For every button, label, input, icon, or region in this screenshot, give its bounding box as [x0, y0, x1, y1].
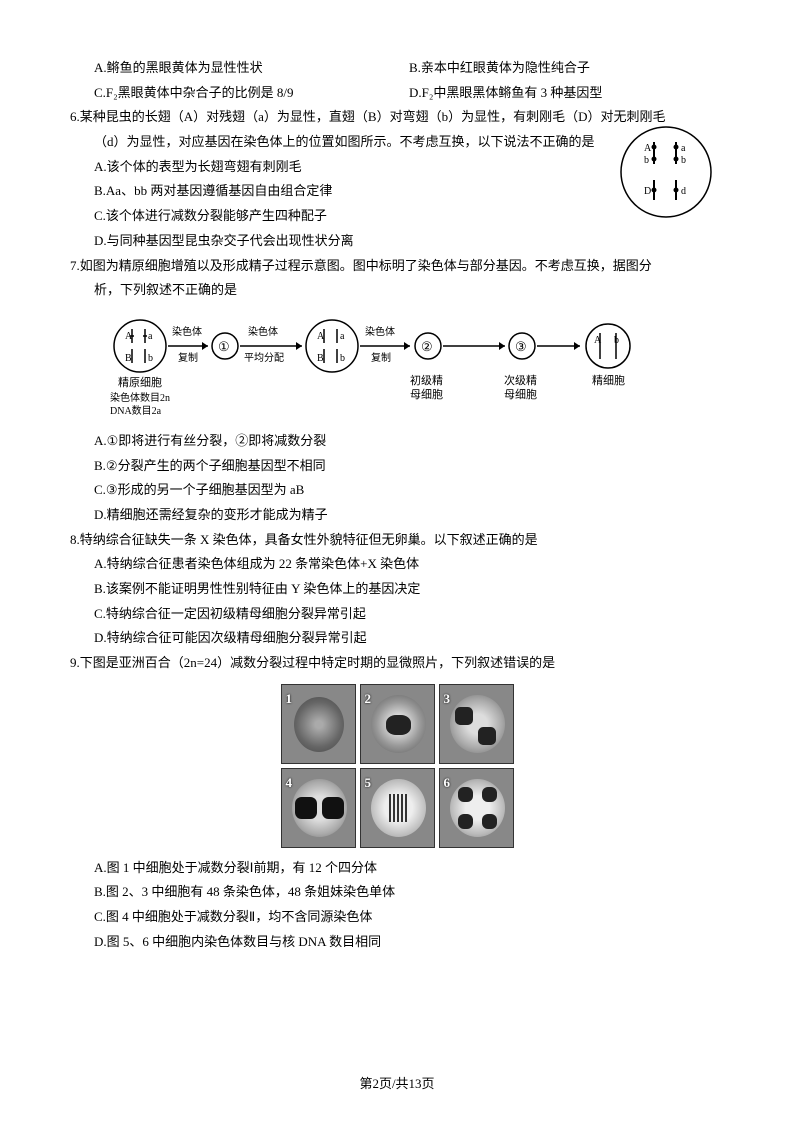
q7-opt-c: C.③形成的另一个子细胞基因型为 aB	[94, 478, 724, 503]
q5-opt-a: A.鳉鱼的黑眼黄体为显性性状	[94, 56, 409, 81]
svg-text:染色体数目2n: 染色体数目2n	[110, 391, 170, 404]
gene-label: D	[644, 186, 651, 197]
q7-flowchart: A a B b 精原细胞 染色体数目2n DNA数目2a 染色体 复制 ① 染色…	[110, 311, 724, 421]
q5-opt-d: D.F₂中黑眼黑体鳉鱼有 3 种基因型	[409, 81, 724, 106]
svg-text:A: A	[594, 335, 602, 346]
svg-text:染色体: 染色体	[365, 325, 395, 338]
microscope-cell-1: 1	[281, 684, 356, 764]
svg-text:复制: 复制	[371, 351, 391, 364]
svg-text:染色体: 染色体	[248, 325, 278, 338]
svg-text:B: B	[317, 353, 324, 364]
microscope-cell-3: 3	[439, 684, 514, 764]
svg-text:a: a	[148, 331, 153, 342]
q8-opt-d: D.特纳综合征可能因次级精母细胞分裂异常引起	[94, 626, 724, 651]
q6-opt-d: D.与同种基因型昆虫杂交子代会出现性状分离	[94, 229, 724, 254]
gene-label: d	[681, 186, 686, 197]
q5-opt-c: C.F₂黑眼黄体中杂合子的比例是 8/9	[94, 81, 409, 106]
svg-text:DNA数目2a: DNA数目2a	[110, 404, 162, 417]
svg-text:精原细胞: 精原细胞	[118, 376, 162, 389]
q5-options-row1: A.鳉鱼的黑眼黄体为显性性状 B.亲本中红眼黄体为隐性纯合子	[94, 56, 724, 81]
svg-text:染色体: 染色体	[172, 325, 202, 338]
q9-opt-d: D.图 5、6 中细胞内染色体数目与核 DNA 数目相同	[94, 930, 724, 955]
gene-label: b	[644, 155, 649, 166]
chromosome-circle-icon: A b a b D d	[614, 122, 719, 222]
gene-label: A	[644, 143, 652, 154]
meiosis-flow-icon: A a B b 精原细胞 染色体数目2n DNA数目2a 染色体 复制 ① 染色…	[110, 311, 680, 421]
svg-text:③: ③	[515, 339, 527, 354]
svg-text:平均分配: 平均分配	[244, 352, 284, 364]
q5-opt-b: B.亲本中红眼黄体为隐性纯合子	[409, 56, 724, 81]
svg-text:母细胞: 母细胞	[410, 388, 443, 401]
page-footer: 第2页/共13页	[0, 1072, 794, 1097]
q6-diagram: A b a b D d	[614, 122, 719, 231]
q9-stem: 9.下图是亚洲百合（2n=24）减数分裂过程中特定时期的显微照片，下列叙述错误的…	[70, 651, 724, 676]
q8-opt-b: B.该案例不能证明男性性别特征由 Y 染色体上的基因决定	[94, 577, 724, 602]
q7-stem2: 析，下列叙述不正确的是	[94, 278, 724, 303]
q9-microscope-grid: 1 2 3 4 5 6	[281, 684, 514, 848]
svg-text:b: b	[340, 353, 345, 364]
svg-text:复制: 复制	[178, 351, 198, 364]
q7-opt-a: A.①即将进行有丝分裂，②即将减数分裂	[94, 429, 724, 454]
svg-text:②: ②	[421, 339, 433, 354]
svg-text:精细胞: 精细胞	[592, 374, 625, 387]
microscope-cell-6: 6	[439, 768, 514, 848]
q9-opt-a: A.图 1 中细胞处于减数分裂Ⅰ前期，有 12 个四分体	[94, 856, 724, 881]
gene-label: a	[681, 143, 686, 154]
gene-label: b	[681, 155, 686, 166]
q8-opt-c: C.特纳综合征一定因初级精母细胞分裂异常引起	[94, 602, 724, 627]
svg-text:①: ①	[218, 339, 230, 354]
microscope-cell-4: 4	[281, 768, 356, 848]
q7-opt-d: D.精细胞还需经复杂的变形才能成为精子	[94, 503, 724, 528]
svg-text:B: B	[125, 353, 132, 364]
q7-stem1: 7.如图为精原细胞增殖以及形成精子过程示意图。图中标明了染色体与部分基因。不考虑…	[70, 254, 724, 279]
svg-text:初级精: 初级精	[410, 373, 443, 387]
q9-opt-c: C.图 4 中细胞处于减数分裂Ⅱ，均不含同源染色体	[94, 905, 724, 930]
microscope-cell-2: 2	[360, 684, 435, 764]
q8-opt-a: A.特纳综合征患者染色体组成为 22 条常染色体+X 染色体	[94, 552, 724, 577]
q8-stem: 8.特纳综合征缺失一条 X 染色体，具备女性外貌特征但无卵巢。以下叙述正确的是	[70, 528, 724, 553]
q9-opt-b: B.图 2、3 中细胞有 48 条染色体，48 条姐妹染色单体	[94, 880, 724, 905]
svg-text:b: b	[148, 353, 153, 364]
q7-opt-b: B.②分裂产生的两个子细胞基因型不相同	[94, 454, 724, 479]
svg-text:母细胞: 母细胞	[504, 388, 537, 401]
microscope-cell-5: 5	[360, 768, 435, 848]
svg-text:次级精: 次级精	[504, 373, 537, 387]
q5-options-row2: C.F₂黑眼黄体中杂合子的比例是 8/9 D.F₂中黑眼黑体鳉鱼有 3 种基因型	[94, 81, 724, 106]
svg-text:a: a	[340, 331, 345, 342]
